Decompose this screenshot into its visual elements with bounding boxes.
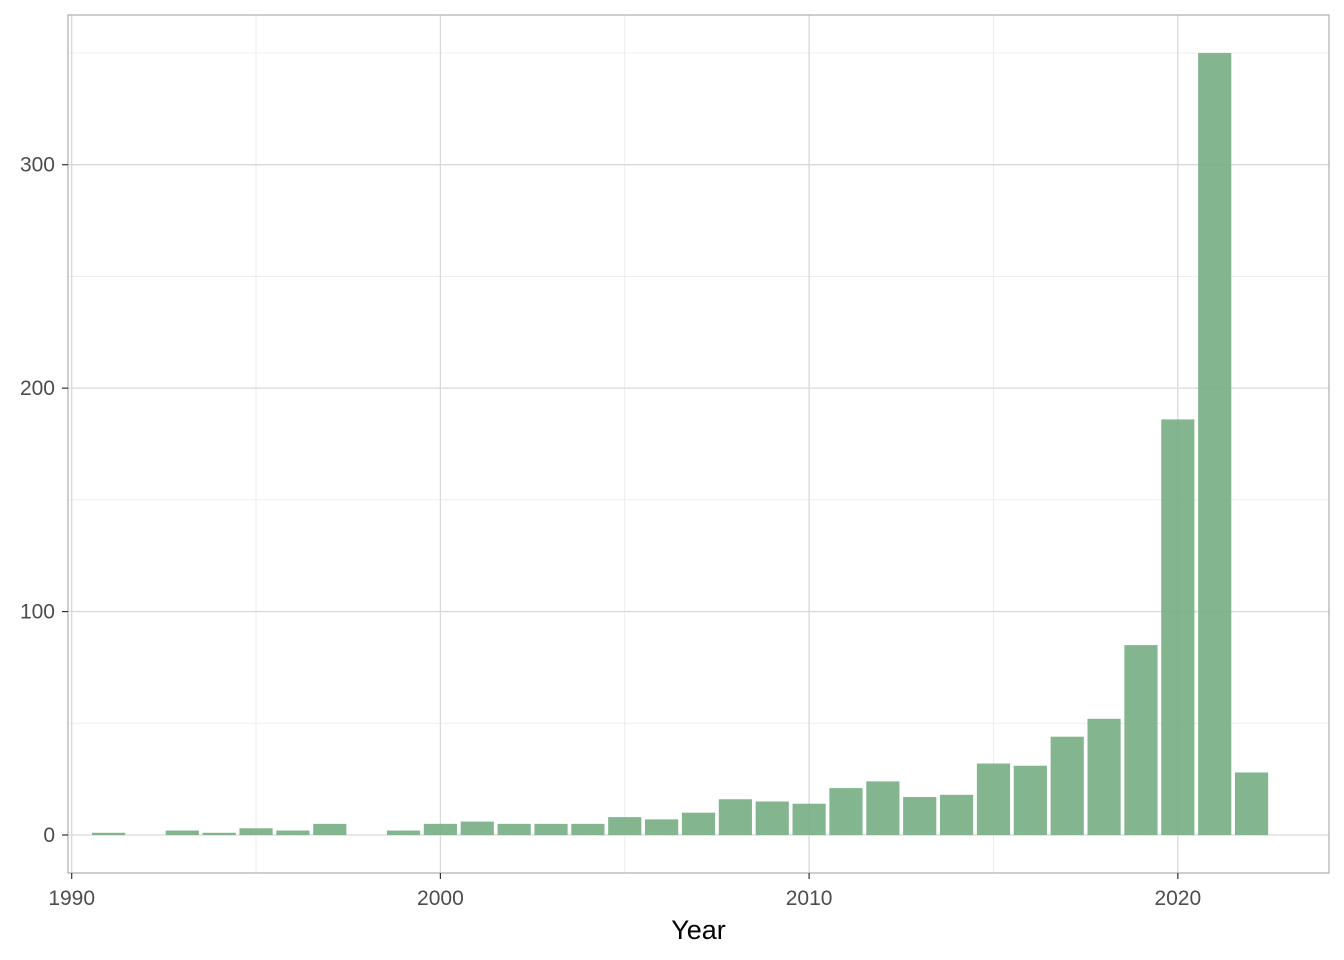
bar-1991 [91,832,126,836]
bar-2011 [829,788,863,836]
x-tick-label: 2010 [786,887,833,910]
bar-2018 [1087,718,1121,836]
bar-2015 [976,763,1011,836]
bar-1999 [386,830,421,836]
bar-1997 [313,823,347,836]
bar-2013 [903,797,937,836]
y-tick-label: 300 [20,154,55,177]
bar-2014 [940,794,974,836]
bar-2021 [1198,52,1232,836]
x-tick-label: 1990 [48,887,95,910]
bar-2007 [681,812,716,836]
bar-series [91,52,1269,836]
bar-2010 [792,803,826,836]
bar-1995 [239,828,273,836]
y-tick-label: 100 [20,601,55,624]
bar-2016 [1013,765,1047,836]
x-axis-title: Year [671,915,726,945]
bar-2022 [1234,772,1269,836]
bar-2002 [497,823,531,836]
x-tick-label: 2000 [417,887,464,910]
y-tick-label: 0 [43,824,55,847]
bar-2000 [423,823,457,836]
bar-2017 [1050,736,1084,836]
bar-2003 [534,823,568,836]
x-axis-ticks: 1990 2000 2010 2020 [48,873,1201,910]
bar-2004 [571,823,605,836]
bar-2020 [1161,419,1195,836]
y-axis-ticks: 0 100 200 300 [20,154,68,847]
plot-panel-border [67,14,1330,874]
bar-2001 [460,821,494,836]
x-tick-label: 2020 [1154,887,1201,910]
bar-2006 [645,819,679,836]
bar-1996 [276,830,310,836]
bar-2019 [1124,645,1158,836]
bar-2012 [866,781,900,836]
y-tick-label: 200 [20,377,55,400]
bar-2005 [608,817,642,836]
bar-1994 [202,832,236,836]
bar-2009 [755,801,789,836]
bar-2008 [718,799,752,836]
bar-1993 [165,830,199,836]
